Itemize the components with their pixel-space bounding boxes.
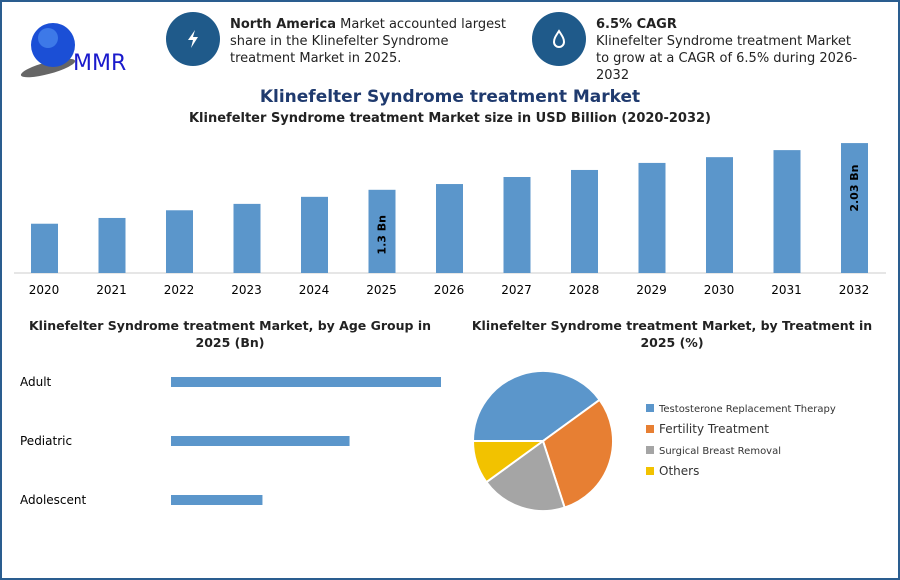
legend-label-3: Others bbox=[659, 464, 699, 478]
bar-2022 bbox=[166, 210, 193, 273]
bar-adult bbox=[171, 377, 441, 387]
x-tick-2024: 2024 bbox=[299, 283, 330, 297]
x-tick-2022: 2022 bbox=[164, 283, 195, 297]
data-label-2025: 1.3 Bn bbox=[376, 215, 389, 255]
treatment-pie-chart: Testosterone Replacement Therapy Fertilit… bbox=[471, 370, 836, 512]
drop-icon bbox=[532, 12, 586, 66]
info-north-america: North America Market accounted largest s… bbox=[166, 12, 510, 67]
market-size-bar-chart: 2020 2021 2022 2023 2024 2025 1.3 Bn 2026 2027 20… bbox=[14, 143, 886, 297]
mmr-logo: MMR bbox=[20, 23, 126, 78]
x-tick-2026: 2026 bbox=[434, 283, 465, 297]
bar-2025 bbox=[368, 189, 396, 273]
bar-2029 bbox=[638, 162, 666, 273]
bar-2032 bbox=[841, 143, 868, 273]
x-tick-2031: 2031 bbox=[771, 283, 802, 297]
info2-bold: 6.5% CAGR bbox=[596, 17, 677, 32]
x-tick-2025: 2025 bbox=[366, 283, 397, 297]
info2-text: Klinefelter Syndrome treatment Market to… bbox=[596, 34, 858, 83]
lightning-icon bbox=[166, 12, 220, 66]
x-tick-2027: 2027 bbox=[501, 283, 532, 297]
bar-2024 bbox=[301, 196, 328, 273]
treatment-chart-title: Klinefelter Syndrome treatment Market, b… bbox=[471, 318, 873, 350]
x-tick-2023: 2023 bbox=[231, 283, 262, 297]
age-group-bar-chart: Adult Pediatric Adolescent bbox=[20, 375, 441, 507]
age-chart-title: Klinefelter Syndrome treatment Market, b… bbox=[28, 318, 432, 350]
legend-swatch-2 bbox=[646, 446, 654, 454]
legend-swatch-3 bbox=[646, 467, 654, 475]
legend-swatch-0 bbox=[646, 404, 654, 412]
pie-slice-0 bbox=[471, 370, 602, 442]
pie-slice-3 bbox=[471, 440, 547, 484]
x-tick-2028: 2028 bbox=[569, 283, 600, 297]
bar-2031 bbox=[773, 150, 801, 273]
x-tick-2032: 2032 bbox=[839, 283, 870, 297]
category-label-adolescent: Adolescent bbox=[20, 493, 87, 507]
bar-adolescent bbox=[171, 495, 263, 505]
info1-bold: North America bbox=[230, 17, 336, 32]
x-tick-2020: 2020 bbox=[29, 283, 60, 297]
x-tick-2030: 2030 bbox=[704, 283, 735, 297]
bar-pediatric bbox=[171, 436, 350, 446]
bar-2027 bbox=[503, 177, 531, 273]
data-label-2032: 2.03 Bn bbox=[848, 164, 861, 211]
legend-label-1: Fertility Treatment bbox=[659, 422, 769, 436]
logo-text: MMR bbox=[73, 51, 126, 76]
pie-slice-1 bbox=[541, 398, 614, 509]
legend-label-2: Surgical Breast Removal bbox=[659, 446, 781, 457]
bar-2030 bbox=[706, 157, 733, 273]
bar-2021 bbox=[98, 217, 126, 273]
bar-2020 bbox=[31, 223, 58, 273]
bar-2026 bbox=[436, 184, 463, 273]
bar-chart-title: Klinefelter Syndrome treatment Market si… bbox=[188, 111, 711, 126]
bar-2028 bbox=[571, 169, 598, 273]
info-cagr: 6.5% CAGR Klinefelter Syndrome treatment … bbox=[532, 12, 866, 84]
legend-swatch-1 bbox=[646, 425, 654, 433]
pie-slice-2 bbox=[484, 439, 566, 512]
legend-label-0: Testosterone Replacement Therapy bbox=[658, 404, 836, 415]
x-tick-2021: 2021 bbox=[96, 283, 127, 297]
category-label-adult: Adult bbox=[20, 375, 52, 389]
bar-2023 bbox=[233, 203, 261, 273]
info1-text: Market accounted largest share in the Kl… bbox=[230, 17, 506, 66]
category-label-pediatric: Pediatric bbox=[20, 434, 72, 448]
main-title: Klinefelter Syndrome treatment Market bbox=[259, 87, 641, 107]
x-tick-2029: 2029 bbox=[636, 283, 667, 297]
